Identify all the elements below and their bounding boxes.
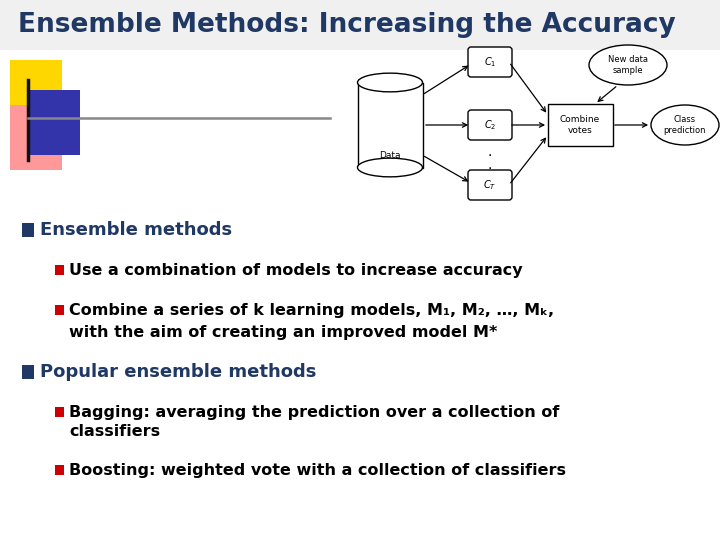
Bar: [358, 83, 423, 167]
FancyBboxPatch shape: [468, 110, 512, 140]
Text: Use a combination of models to increase accuracy: Use a combination of models to increase …: [69, 262, 523, 278]
Bar: [547, 104, 613, 146]
Text: Ensemble methods: Ensemble methods: [40, 221, 232, 239]
Bar: [55, 465, 64, 475]
Bar: [0, 0, 720, 50]
Text: Combine a series of k learning models, M₁, M₂, …, Mₖ,: Combine a series of k learning models, M…: [69, 302, 554, 318]
Text: classifiers: classifiers: [69, 424, 160, 440]
Bar: [28, 90, 80, 155]
Bar: [22, 365, 34, 379]
Text: Combine
votes: Combine votes: [560, 116, 600, 134]
Text: Data: Data: [379, 151, 401, 159]
Text: Ensemble Methods: Increasing the Accuracy: Ensemble Methods: Increasing the Accurac…: [18, 12, 676, 38]
Ellipse shape: [651, 105, 719, 145]
Ellipse shape: [358, 158, 423, 177]
Text: .: .: [488, 145, 492, 159]
Bar: [55, 305, 64, 315]
Text: Popular ensemble methods: Popular ensemble methods: [40, 363, 316, 381]
FancyBboxPatch shape: [468, 47, 512, 77]
Text: Boosting: weighted vote with a collection of classifiers: Boosting: weighted vote with a collectio…: [69, 462, 566, 477]
FancyBboxPatch shape: [468, 170, 512, 200]
Text: $C_2$: $C_2$: [484, 118, 496, 132]
Text: $C_T$: $C_T$: [483, 178, 497, 192]
Text: $C_1$: $C_1$: [484, 55, 496, 69]
Bar: [55, 265, 64, 275]
Bar: [55, 407, 64, 417]
Bar: [10, 60, 62, 125]
Bar: [10, 105, 62, 170]
Text: with the aim of creating an improved model M*: with the aim of creating an improved mod…: [69, 325, 498, 340]
Ellipse shape: [358, 73, 423, 92]
Text: New data
sample: New data sample: [608, 55, 648, 75]
Ellipse shape: [589, 45, 667, 85]
Text: Class
prediction: Class prediction: [664, 116, 706, 134]
Text: Bagging: averaging the prediction over a collection of: Bagging: averaging the prediction over a…: [69, 404, 559, 420]
Bar: [22, 223, 34, 237]
Text: .: .: [488, 158, 492, 172]
